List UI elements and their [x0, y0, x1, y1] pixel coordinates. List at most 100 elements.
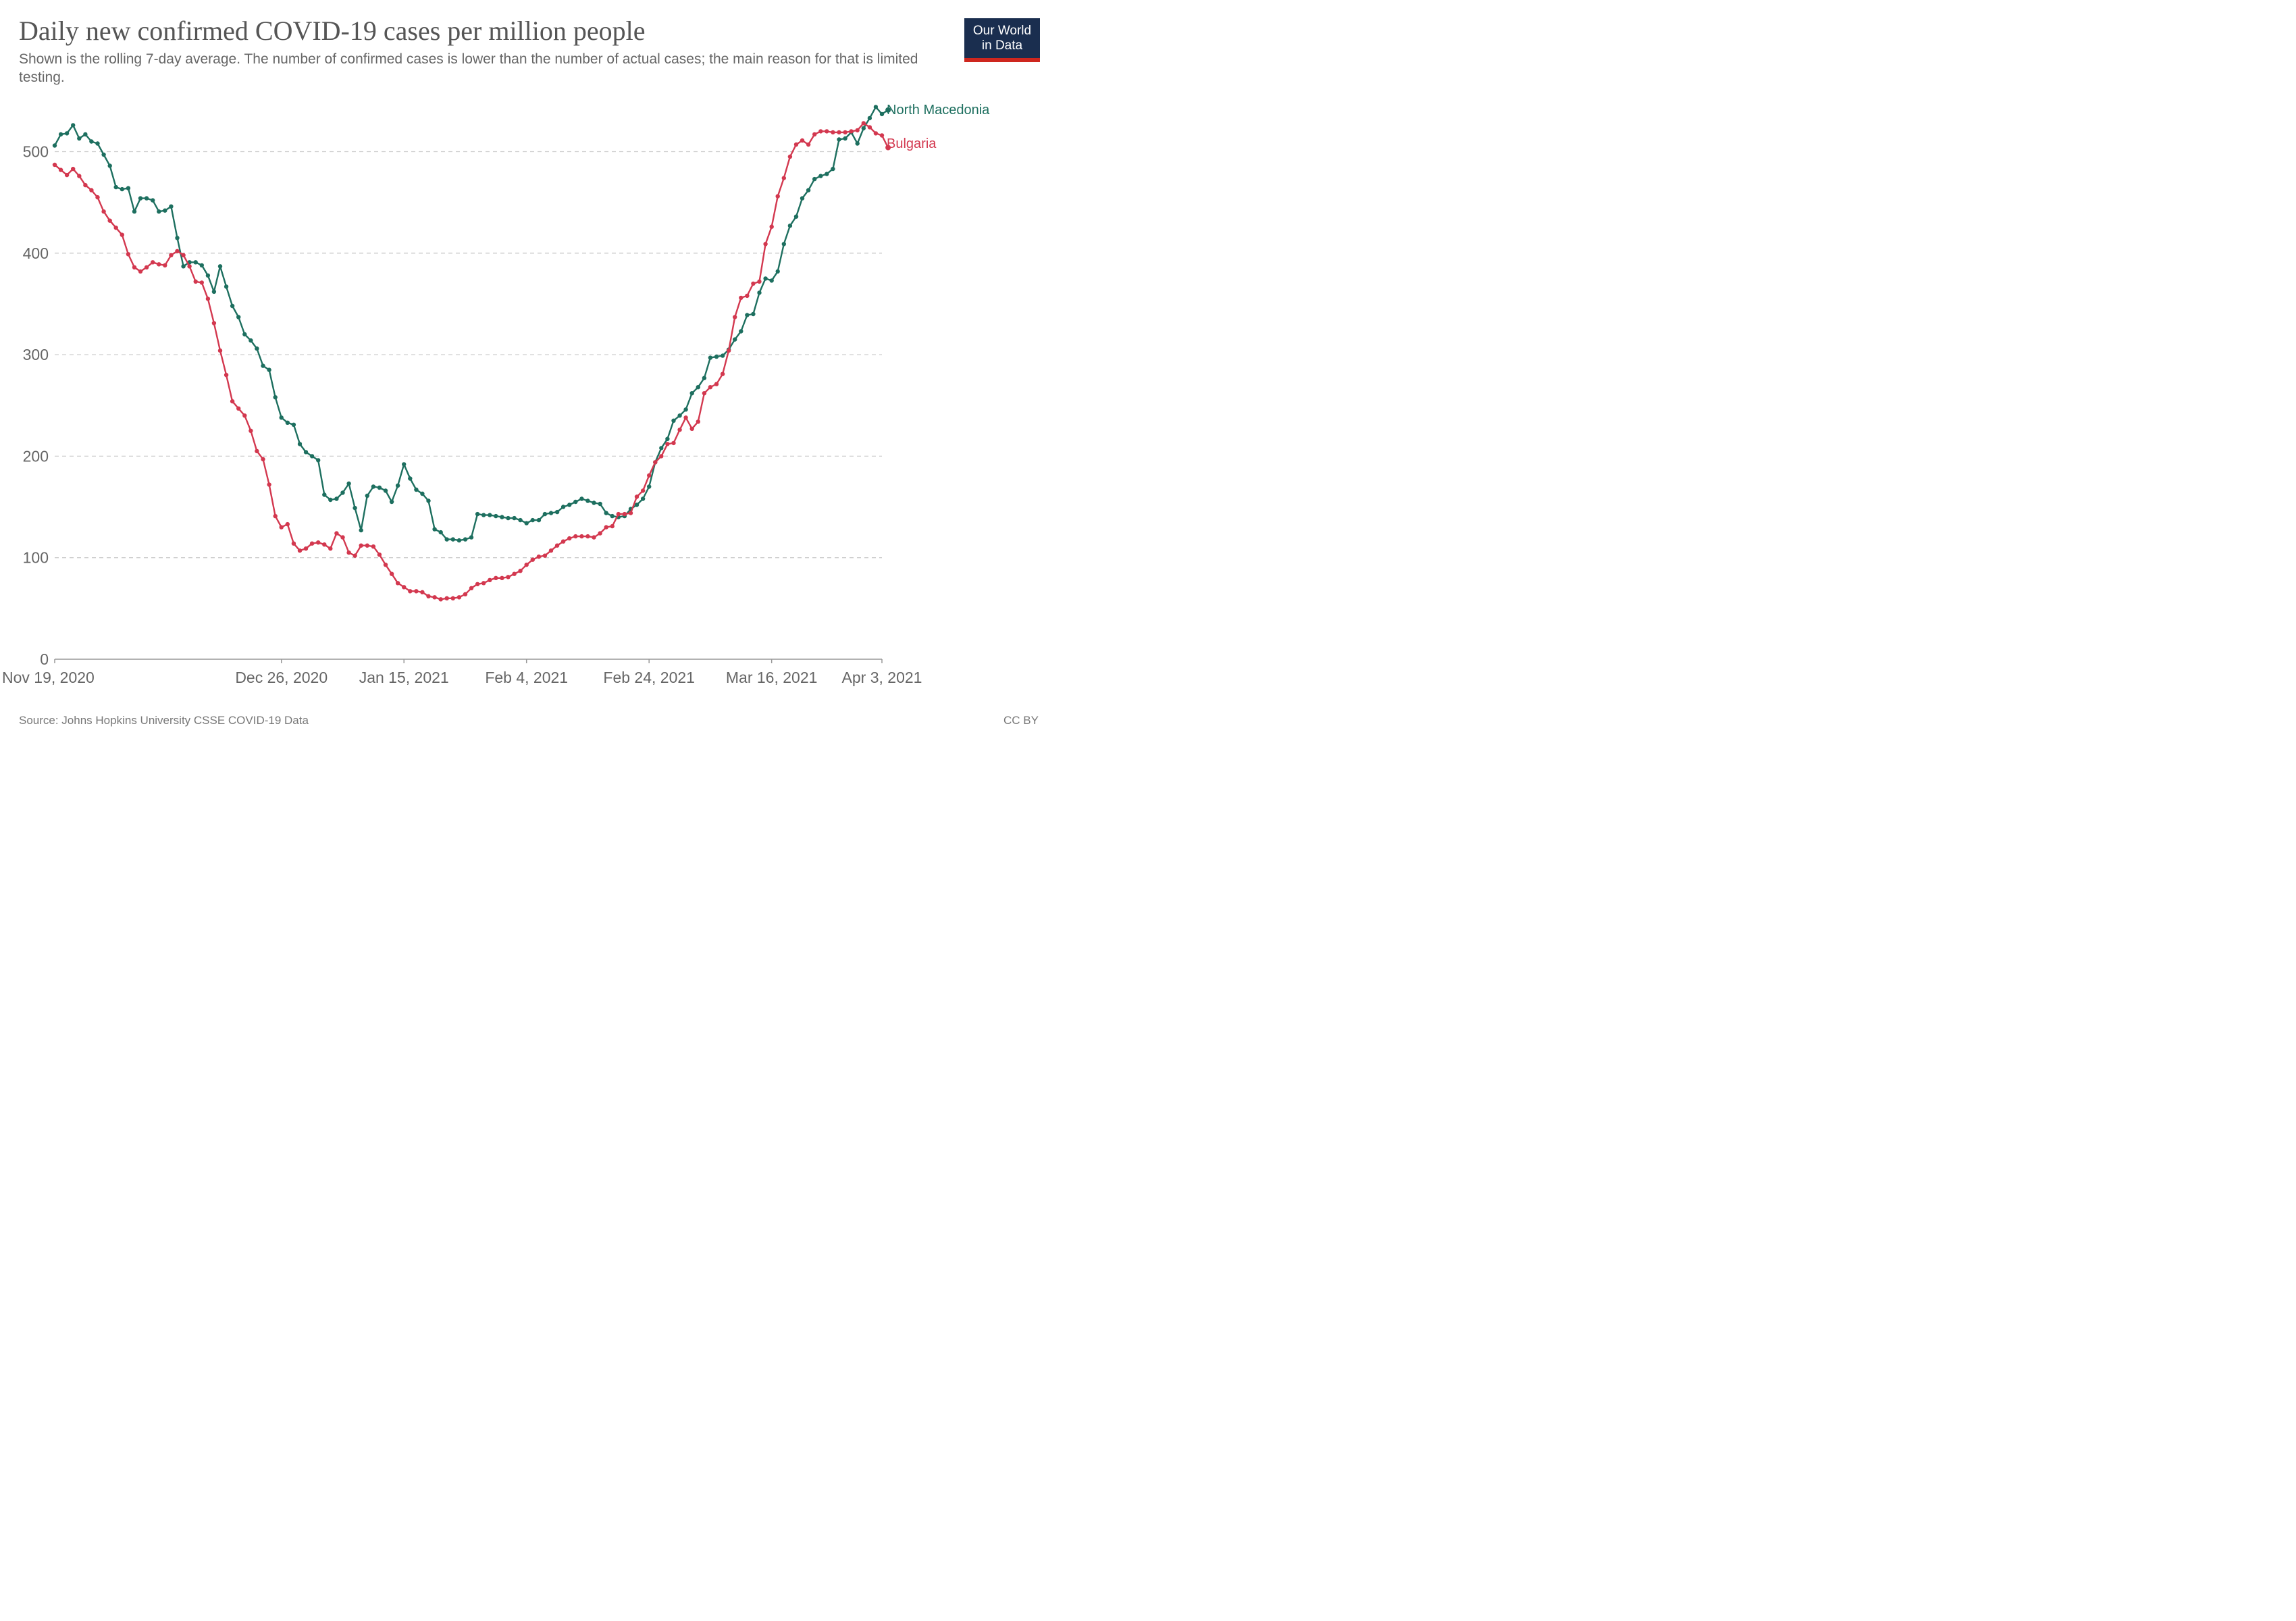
data-point — [634, 503, 640, 507]
data-point — [610, 513, 615, 519]
y-axis: 0 100 200 300 400 500 — [23, 143, 49, 669]
data-point — [426, 594, 431, 598]
data-point — [249, 428, 253, 433]
data-point — [450, 596, 455, 600]
data-point — [653, 460, 658, 465]
owid-logo[interactable]: Our World in Data — [964, 18, 1040, 62]
data-point — [879, 111, 885, 117]
x-tick-label: Jan 15, 2021 — [359, 669, 449, 686]
data-point — [500, 515, 504, 519]
data-point — [383, 488, 388, 493]
data-point — [138, 269, 143, 274]
data-point — [107, 163, 112, 168]
data-point — [781, 176, 787, 180]
data-point — [579, 496, 584, 501]
data-point — [885, 107, 891, 113]
data-point — [340, 535, 345, 540]
data-point — [481, 581, 486, 586]
data-point — [585, 498, 590, 503]
data-point — [812, 132, 817, 137]
data-point — [560, 505, 566, 509]
data-point — [126, 252, 131, 257]
data-point — [598, 531, 602, 536]
data-point — [107, 218, 112, 223]
data-point — [665, 436, 670, 441]
data-point — [217, 264, 223, 269]
data-point — [414, 487, 419, 492]
data-point — [64, 131, 70, 136]
data-point — [359, 543, 363, 548]
data-point — [512, 515, 517, 521]
data-point — [548, 511, 554, 515]
license-link[interactable]: CC BY — [1003, 714, 1039, 727]
data-point — [261, 363, 265, 368]
data-point — [548, 548, 554, 553]
data-point — [616, 511, 621, 517]
data-point — [567, 536, 572, 541]
data-point — [726, 348, 731, 353]
data-point — [696, 385, 701, 390]
data-point — [426, 498, 431, 503]
data-point — [683, 415, 688, 420]
data-point — [861, 121, 866, 126]
data-point — [787, 224, 793, 228]
data-point — [236, 406, 241, 411]
data-point — [101, 152, 106, 157]
data-point — [634, 494, 640, 499]
data-point — [524, 521, 529, 525]
data-point — [837, 137, 841, 142]
data-point — [169, 204, 174, 209]
data-point — [793, 142, 799, 147]
data-point — [843, 136, 847, 141]
page-title: Daily new confirmed COVID-19 cases per m… — [19, 16, 646, 46]
data-point — [414, 589, 419, 594]
data-point — [475, 511, 480, 517]
data-point — [506, 575, 511, 580]
data-point — [95, 141, 100, 146]
x-tick-label: Nov 19, 2020 — [2, 669, 95, 686]
data-point — [781, 242, 787, 247]
data-point — [402, 585, 407, 590]
data-point — [58, 168, 63, 172]
data-point — [309, 454, 315, 459]
data-point — [377, 552, 382, 557]
data-point — [518, 569, 523, 573]
data-point — [592, 500, 596, 505]
data-point — [120, 232, 124, 237]
data-point — [714, 382, 719, 386]
data-point — [444, 596, 449, 600]
data-point — [303, 450, 309, 455]
x-axis: Nov 19, 2020 Dec 26, 2020 Jan 15, 2021 Feb … — [2, 659, 922, 686]
data-point — [542, 511, 548, 517]
data-point — [432, 527, 437, 532]
data-point — [739, 329, 743, 334]
data-point — [242, 332, 247, 337]
data-point — [567, 503, 572, 507]
data-point — [334, 531, 339, 536]
logo-line-2: in Data — [981, 38, 1023, 53]
data-point — [291, 422, 296, 427]
series-layer — [52, 105, 891, 602]
data-point — [89, 139, 94, 144]
data-point — [702, 391, 707, 396]
data-point — [316, 458, 321, 463]
data-point — [297, 548, 303, 553]
data-point — [512, 571, 517, 576]
data-point — [309, 541, 315, 546]
data-point — [469, 586, 474, 590]
data-point — [488, 577, 492, 582]
data-point — [573, 499, 578, 505]
data-point — [71, 166, 76, 172]
data-point — [530, 557, 535, 562]
data-point — [346, 550, 351, 555]
data-point — [224, 373, 229, 378]
data-point — [420, 491, 425, 496]
data-point — [518, 517, 523, 523]
data-point — [52, 162, 57, 168]
data-point — [610, 523, 615, 529]
data-point — [205, 297, 211, 301]
data-point — [285, 420, 290, 425]
data-point — [806, 188, 811, 192]
series-line — [54, 122, 889, 600]
data-point — [683, 407, 688, 412]
